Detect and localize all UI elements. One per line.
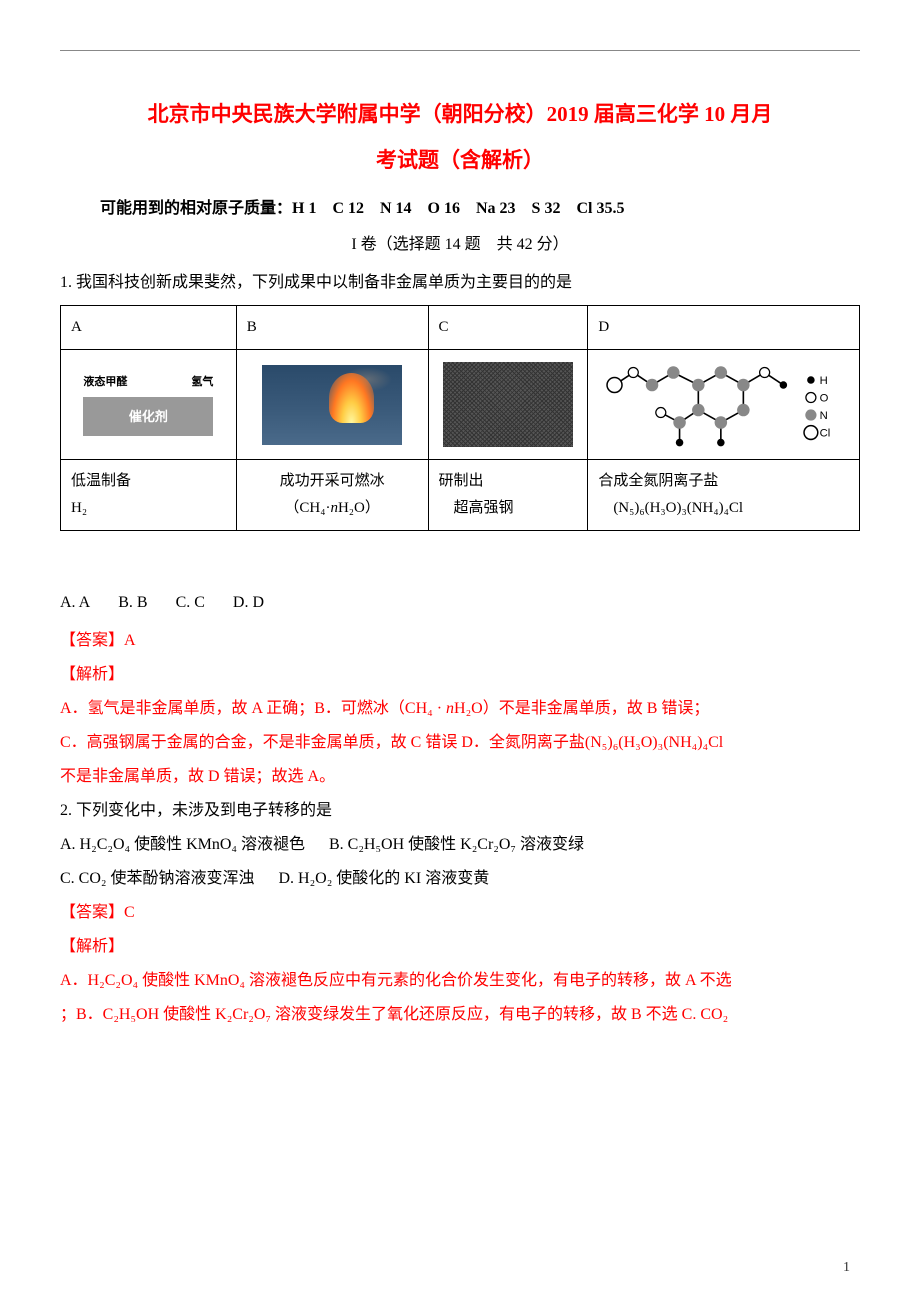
q1-desc-a: 低温制备 H₂ (61, 460, 237, 531)
q1-img-a: 液态甲醛 氢气 催化剂 (65, 357, 232, 452)
q1-desc-c: 研制出 超高强钢 (428, 460, 588, 531)
imgA-box: 催化剂 (83, 397, 213, 436)
q1-img-b-cell (236, 350, 428, 460)
q1-img-d: H O N Cl (592, 357, 855, 452)
q1-parse-1: A．氢气是非金属单质，故 A 正确；B．可燃冰（CH₄ · nH₂O）不是非金属… (60, 693, 860, 725)
q1-opt-a: A. A (60, 594, 90, 611)
q2-parse-h: 【解析】 (60, 931, 860, 963)
q1-img-c-cell (428, 350, 588, 460)
q1-image-row: 液态甲醛 氢气 催化剂 (61, 350, 860, 460)
q1-parse-h: 【解析】 (60, 659, 860, 691)
q1-desc-row: 低温制备 H₂ 成功开采可燃冰 （CH₄·nH₂O） 研制出 超高强钢 合成全氮… (61, 460, 860, 531)
q1-header-row: A B C D (61, 306, 860, 350)
legend-cl: Cl (820, 428, 831, 440)
q2-opt-c: C. CO₂ 使苯酚钠溶液变浑浊 (60, 870, 254, 887)
q1-answer: 【答案】A (60, 625, 860, 657)
title-line-2: 考试题（含解析） (376, 148, 544, 172)
q1-opt-d: D. D (233, 594, 264, 611)
q2-opt-d: D. H₂O₂ 使酸化的 KI 溶液变黄 (278, 870, 489, 887)
q1-h-b: B (236, 306, 428, 350)
q1-h-c: C (428, 306, 588, 350)
q2-opt-a: A. H₂C₂O₄ 使酸性 KMnO₄ 溶液褪色 (60, 836, 305, 853)
legend-o: O (820, 393, 829, 405)
legend-n: N (820, 410, 828, 422)
q2-opts-ab: A. H₂C₂O₄ 使酸性 KMnO₄ 溶液褪色 B. C₂H₅OH 使酸性 K… (60, 829, 860, 861)
imgA-left: 液态甲醛 (83, 373, 127, 393)
q1-opt-b: B. B (118, 594, 147, 611)
q1-opt-c: C. C (176, 594, 205, 611)
doc-title: 北京市中央民族大学附属中学（朝阳分校）2019 届高三化学 10 月月 考试题（… (60, 91, 860, 183)
q1-options: A. A B. B C. C D. D (60, 587, 860, 619)
q1-parse-2: C．高强钢属于金属的合金，不是非金属单质，故 C 错误 D．全氮阴离子盐(N₅)… (60, 727, 860, 759)
q1-h-d: D (588, 306, 860, 350)
q2-opts-cd: C. CO₂ 使苯酚钠溶液变浑浊 D. H₂O₂ 使酸化的 KI 溶液变黄 (60, 863, 860, 895)
title-line-1: 北京市中央民族大学附属中学（朝阳分校）2019 届高三化学 10 月月 (148, 102, 773, 126)
q1-img-c (433, 357, 584, 452)
q2-answer: 【答案】C (60, 897, 860, 929)
q1-img-d-cell: H O N Cl (588, 350, 860, 460)
q2-opt-b: B. C₂H₅OH 使酸性 K₂Cr₂O₇ 溶液变绿 (329, 836, 584, 853)
section-header: I 卷（选择题 14 题 共 42 分） (60, 229, 860, 261)
top-divider (60, 50, 860, 51)
q2-parse-1: A．H₂C₂O₄ 使酸性 KMnO₄ 溶液褪色反应中有元素的化合价发生变化，有电… (60, 965, 860, 997)
atomic-masses: 可能用到的相对原子质量：H 1 C 12 N 14 O 16 Na 23 S 3… (60, 193, 860, 225)
q1-desc-b: 成功开采可燃冰 （CH₄·nH₂O） (236, 460, 428, 531)
q1-img-b (241, 357, 424, 452)
q1-h-a: A (61, 306, 237, 350)
imgA-right: 氢气 (191, 373, 213, 393)
q2-parse-2: ；B．C₂H₅OH 使酸性 K₂Cr₂O₇ 溶液变绿发生了氧化还原反应，有电子的… (60, 999, 860, 1031)
page-number: 1 (843, 1254, 850, 1282)
q1-parse-3: 不是非金属单质，故 D 错误；故选 A。 (60, 761, 860, 793)
q1-stem: 1. 我国科技创新成果斐然，下列成果中以制备非金属单质为主要目的的是 (60, 267, 860, 299)
q2-stem: 2. 下列变化中，未涉及到电子转移的是 (60, 795, 860, 827)
q1-table: A B C D 液态甲醛 氢气 催化剂 (60, 305, 860, 531)
q1-desc-d: 合成全氮阴离子盐 (N₅)₆(H₃O)₃(NH₄)₄Cl (588, 460, 860, 531)
legend-h: H (820, 375, 828, 387)
q1-img-a-cell: 液态甲醛 氢气 催化剂 (61, 350, 237, 460)
